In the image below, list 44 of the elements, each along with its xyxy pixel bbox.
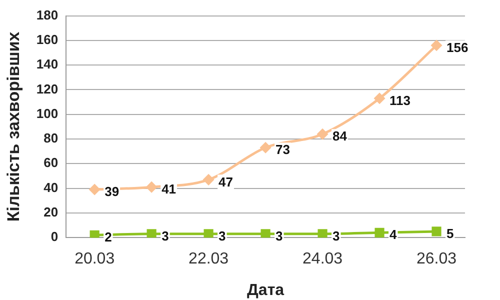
point <box>318 229 328 238</box>
point <box>90 230 100 238</box>
y-axis-title: Кількість захворівших <box>4 31 23 222</box>
data-label: 3 <box>218 228 226 244</box>
point <box>374 93 385 104</box>
data-label: 41 <box>162 182 176 197</box>
point <box>431 40 442 51</box>
y-tick-label: 20 <box>44 204 58 220</box>
y-tick-label: 0 <box>50 229 58 244</box>
x-tick-label: 26.03 <box>416 250 457 268</box>
data-label: 3 <box>332 228 340 244</box>
data-label: 47 <box>218 174 234 190</box>
point <box>260 229 270 238</box>
x-axis-title: Дата <box>247 282 284 299</box>
y-tick-label: 60 <box>44 155 58 170</box>
data-label: 156 <box>446 40 468 55</box>
y-tick-label: 140 <box>36 56 58 72</box>
x-tick-label: 24.03 <box>302 250 343 268</box>
y-tick-label: 80 <box>44 130 58 146</box>
point <box>317 128 328 140</box>
point <box>260 142 271 153</box>
data-label: 113 <box>390 92 411 108</box>
point <box>204 229 214 238</box>
y-tick-label: 160 <box>36 32 58 48</box>
data-label: 73 <box>276 142 290 158</box>
data-label: 5 <box>446 226 454 242</box>
data-label: 84 <box>332 128 348 144</box>
point <box>432 226 442 236</box>
y-tick-label: 180 <box>36 7 58 22</box>
point <box>374 228 384 238</box>
data-label: 3 <box>162 228 169 244</box>
point <box>146 182 157 192</box>
data-label: 2 <box>104 230 112 245</box>
point <box>89 184 100 195</box>
x-tick-label: 22.03 <box>188 250 229 268</box>
data-label: 3 <box>276 228 283 244</box>
point <box>146 229 156 238</box>
y-tick-label: 40 <box>44 180 58 195</box>
y-tick-label: 120 <box>36 81 58 96</box>
data-label: 4 <box>390 227 398 242</box>
y-tick-label: 100 <box>36 106 58 121</box>
point <box>203 174 214 185</box>
x-tick-label: 20.03 <box>74 250 115 268</box>
data-label: 39 <box>104 184 120 200</box>
